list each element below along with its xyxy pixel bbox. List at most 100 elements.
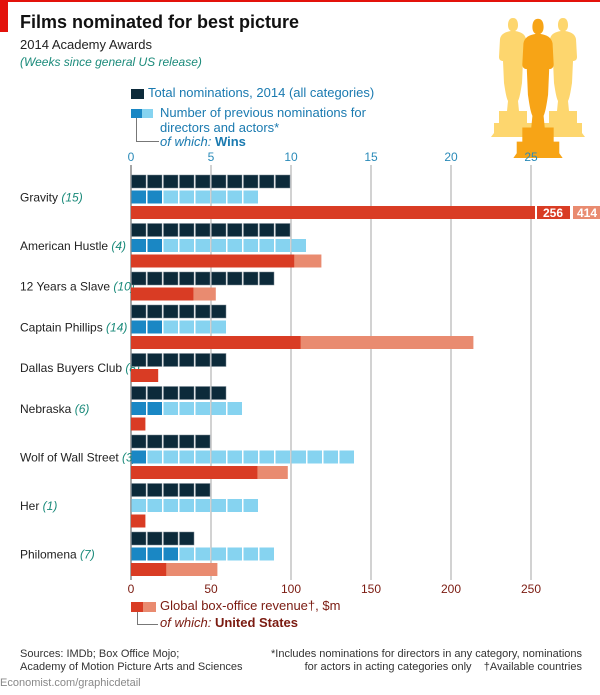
previous-nomination-block bbox=[179, 190, 194, 204]
previous-nomination-block bbox=[195, 239, 210, 252]
total-nomination-block bbox=[195, 271, 211, 286]
sources-line2: Academy of Motion Picture Arts and Scien… bbox=[20, 661, 243, 673]
film-name: Dallas Buyers Club bbox=[20, 361, 125, 375]
legend-revenue: Global box-office revenue†, $m bbox=[160, 598, 341, 613]
total-nomination-block bbox=[211, 386, 227, 400]
total-nomination-block bbox=[131, 434, 147, 449]
total-nomination-block bbox=[179, 353, 195, 367]
total-nomination-block bbox=[147, 386, 163, 400]
legend-revenue-connector bbox=[137, 612, 158, 625]
previous-nomination-block bbox=[179, 547, 194, 561]
bottom-axis-tick-label: 200 bbox=[441, 582, 461, 596]
film-row: Gravity (15) 256 414 bbox=[20, 174, 600, 220]
film-label: Philomena (7) bbox=[20, 547, 95, 561]
previous-nomination-block bbox=[339, 450, 354, 464]
total-nomination-block bbox=[131, 531, 147, 546]
film-name: Gravity bbox=[20, 190, 61, 204]
total-nomination-block bbox=[195, 353, 211, 367]
footnote-line1: *Includes nominations for directors in a… bbox=[270, 648, 582, 660]
film-label: American Hustle (4) bbox=[20, 239, 126, 253]
total-nomination-block bbox=[163, 434, 179, 449]
total-nomination-block bbox=[131, 223, 147, 237]
total-nomination-block bbox=[179, 386, 195, 400]
legend-previous-line1: Number of previous nominations for bbox=[160, 105, 366, 120]
us-revenue-break bbox=[537, 206, 570, 219]
total-nomination-block bbox=[163, 531, 179, 546]
top-axis-tick-label: 15 bbox=[364, 150, 378, 164]
film-label: 12 Years a Slave (10) bbox=[20, 280, 135, 294]
previous-nomination-block bbox=[243, 239, 258, 252]
win-block bbox=[147, 239, 162, 252]
accent-tab bbox=[0, 2, 8, 32]
total-nomination-block bbox=[195, 223, 211, 237]
oscar-shape bbox=[513, 18, 563, 158]
win-block bbox=[147, 190, 162, 204]
legend-connector bbox=[136, 118, 159, 142]
total-nomination-block bbox=[195, 483, 211, 497]
previous-nomination-block bbox=[307, 450, 322, 464]
legend-of-which: of which: bbox=[160, 134, 212, 149]
film-weeks: (10) bbox=[113, 280, 134, 294]
legend-previous-line2: directors and actors* bbox=[160, 120, 280, 135]
previous-nomination-block bbox=[211, 450, 226, 464]
total-nomination-block bbox=[163, 386, 179, 400]
film-row: Dallas Buyers Club (8) bbox=[20, 353, 227, 382]
total-nomination-block bbox=[179, 531, 195, 546]
total-nomination-block bbox=[227, 174, 243, 189]
previous-nomination-block bbox=[195, 499, 210, 512]
footnote-line2: for actors in acting categories only bbox=[304, 661, 472, 673]
previous-nomination-block bbox=[163, 190, 178, 204]
film-weeks: (1) bbox=[43, 499, 58, 513]
win-block bbox=[131, 320, 146, 334]
previous-nomination-block bbox=[259, 450, 274, 464]
film-weeks: (6) bbox=[75, 402, 90, 416]
film-name: Wolf of Wall Street bbox=[20, 450, 122, 464]
total-nomination-block bbox=[147, 174, 163, 189]
legend-total: Total nominations, 2014 (all categories) bbox=[148, 85, 374, 100]
previous-nomination-block bbox=[259, 547, 274, 561]
film-row: Captain Phillips (14) bbox=[20, 304, 474, 349]
total-nomination-block bbox=[227, 271, 243, 286]
bottom-axis-tick-label: 0 bbox=[128, 582, 135, 596]
total-nomination-block bbox=[259, 271, 275, 286]
weeks-note: (Weeks since general US release) bbox=[20, 55, 202, 69]
top-axis-tick-label: 0 bbox=[128, 150, 135, 164]
previous-nomination-block bbox=[227, 547, 242, 561]
previous-nomination-block bbox=[163, 450, 178, 464]
previous-nomination-block bbox=[195, 402, 210, 415]
total-nomination-block bbox=[147, 483, 163, 497]
previous-nomination-block bbox=[291, 239, 306, 252]
total-nomination-block bbox=[147, 434, 163, 449]
total-nomination-block bbox=[275, 174, 291, 189]
total-nomination-block bbox=[163, 483, 179, 497]
total-nomination-block bbox=[211, 304, 227, 319]
global-revenue-break bbox=[573, 206, 600, 219]
total-nomination-block bbox=[211, 223, 227, 237]
bottom-axis-tick-label: 100 bbox=[281, 582, 301, 596]
win-block bbox=[131, 402, 146, 415]
win-block bbox=[147, 320, 162, 334]
total-nomination-block bbox=[179, 271, 195, 286]
total-nomination-block bbox=[147, 223, 163, 237]
previous-nomination-block bbox=[163, 239, 178, 252]
oscar-center bbox=[513, 18, 563, 158]
us-revenue-bar bbox=[131, 369, 159, 382]
us-revenue-bar bbox=[131, 417, 146, 431]
total-nomination-block bbox=[163, 353, 179, 367]
total-nomination-block bbox=[259, 223, 275, 237]
us-revenue-bar bbox=[131, 206, 535, 219]
accent-bar bbox=[0, 0, 600, 2]
legend-total-suffix: (all categories) bbox=[288, 85, 375, 100]
credit-link[interactable]: Economist.com/graphicdetail bbox=[0, 677, 141, 689]
total-nomination-block bbox=[179, 483, 195, 497]
total-nomination-block bbox=[163, 304, 179, 319]
film-label: Captain Phillips (14) bbox=[20, 320, 127, 334]
total-nomination-block bbox=[211, 271, 227, 286]
win-block bbox=[147, 402, 162, 415]
previous-nomination-block bbox=[179, 320, 194, 334]
film-label: Wolf of Wall Street (3) bbox=[20, 450, 137, 464]
previous-nomination-block bbox=[195, 547, 210, 561]
film-weeks: (4) bbox=[111, 239, 126, 253]
previous-nomination-block bbox=[291, 450, 306, 464]
